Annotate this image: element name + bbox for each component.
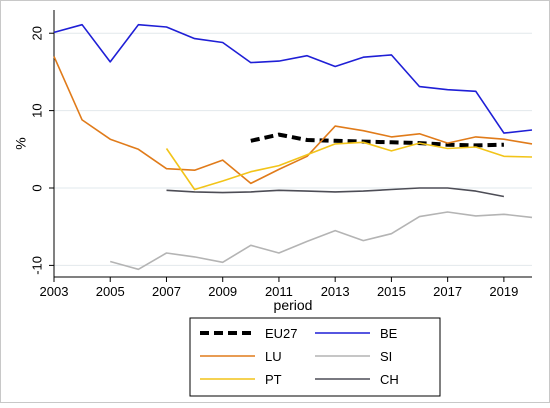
legend: EU27 BE LU SI PT CH [189, 317, 441, 397]
series-line-si [109, 211, 533, 271]
x-tick-label: 2019 [489, 284, 518, 299]
legend-label-eu27: EU27 [265, 326, 298, 341]
axes: -10 0 10 20 2003 2005 2007 2009 2011 2013 2015 2017… [29, 10, 532, 299]
series-line-pt [165, 141, 533, 191]
x-tick-label: 2009 [208, 284, 237, 299]
series-lines [53, 23, 533, 271]
x-tick-label: 2015 [377, 284, 406, 299]
series-line-be [53, 23, 533, 134]
legend-label-pt: PT [265, 372, 282, 387]
legend-box [189, 317, 441, 397]
legend-label-lu: LU [265, 349, 282, 364]
y-axis-label: % [13, 137, 29, 149]
series-line-lu [53, 56, 533, 185]
legend-label-ch: CH [380, 372, 399, 387]
x-tick-label: 2013 [321, 284, 350, 299]
x-tick-label: 2003 [40, 284, 69, 299]
y-tick-label: 0 [29, 184, 44, 191]
axis-labels: period % [13, 137, 313, 313]
legend-label-si: SI [380, 349, 392, 364]
legend-label-be: BE [380, 326, 398, 341]
x-tick-label: 2011 [265, 284, 293, 299]
series-line-eu27 [250, 132, 504, 148]
x-axis-label: period [274, 297, 313, 313]
x-tick-label: 2017 [433, 284, 462, 299]
x-tick-label: 2007 [152, 284, 181, 299]
series-line-ch [166, 187, 505, 198]
x-tick-label: 2005 [96, 284, 125, 299]
y-tick-label: 10 [29, 103, 44, 117]
y-tick-label: 20 [29, 26, 44, 40]
y-tick-label: -10 [29, 256, 44, 275]
